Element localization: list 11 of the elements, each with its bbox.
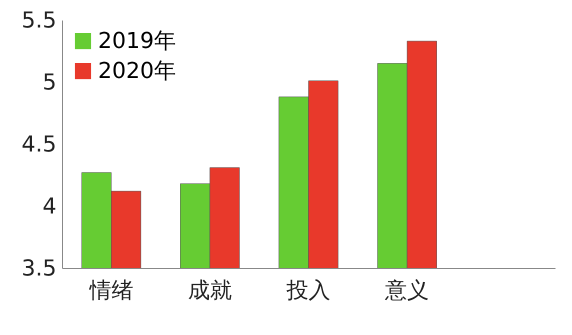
x-tick-label: 情绪 <box>88 278 134 304</box>
y-tick-label: 3.5 <box>22 256 56 282</box>
y-tick-label: 5 <box>42 70 56 96</box>
y-tick-label: 4.5 <box>22 132 56 158</box>
legend-label: 2019年 <box>98 29 176 54</box>
legend-label: 2020年 <box>98 59 176 84</box>
y-tick-label: 5.5 <box>22 8 56 34</box>
x-tick-label: 意义 <box>384 278 430 304</box>
x-tick-label: 成就 <box>188 278 232 304</box>
x-tick-label: 投入 <box>286 278 330 304</box>
y-tick-label: 4 <box>42 194 56 220</box>
